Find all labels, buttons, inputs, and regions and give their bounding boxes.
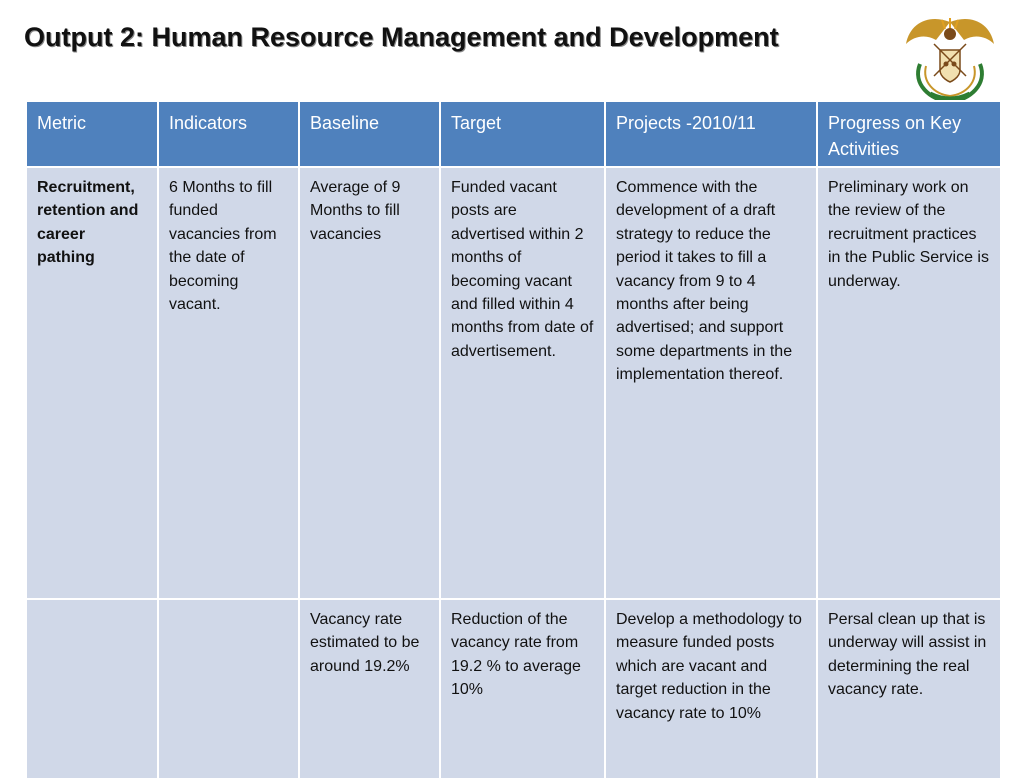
cell-baseline: Vacancy rate estimated to be around 19.2… [298, 598, 441, 780]
cell-progress: Persal clean up that is underway will as… [816, 598, 1002, 780]
cell-target: Funded vacant posts are advertised withi… [439, 166, 606, 600]
slide-title: Output 2: Human Resource Management and … [24, 22, 779, 52]
header-indicators: Indicators [157, 100, 300, 168]
performance-table-container: Metric Indicators Baseline Target Projec… [25, 100, 1002, 780]
header-target: Target [439, 100, 606, 168]
cell-target: Reduction of the vacancy rate from 19.2 … [439, 598, 606, 780]
header-baseline: Baseline [298, 100, 441, 168]
cell-projects: Commence with the development of a draft… [604, 166, 818, 600]
table-row: Recruitment, retention and career pathin… [25, 166, 1002, 600]
cell-projects: Develop a methodology to measure funded … [604, 598, 818, 780]
cell-baseline: Average of 9 Months to fill vacancies [298, 166, 441, 600]
header-metric: Metric [25, 100, 159, 168]
header-projects: Projects -2010/11 [604, 100, 818, 168]
cell-progress: Preliminary work on the review of the re… [816, 166, 1002, 600]
performance-table: Metric Indicators Baseline Target Projec… [25, 100, 1002, 780]
cell-metric: Recruitment, retention and career pathin… [25, 166, 159, 600]
cell-indicators [157, 598, 300, 780]
table-row: Vacancy rate estimated to be around 19.2… [25, 598, 1002, 780]
header-progress: Progress on Key Activities [816, 100, 1002, 168]
coat-of-arms-icon [900, 14, 1000, 106]
cell-metric [25, 598, 159, 780]
table-header-row: Metric Indicators Baseline Target Projec… [25, 100, 1002, 168]
cell-indicators: 6 Months to fill funded vacancies from t… [157, 166, 300, 600]
